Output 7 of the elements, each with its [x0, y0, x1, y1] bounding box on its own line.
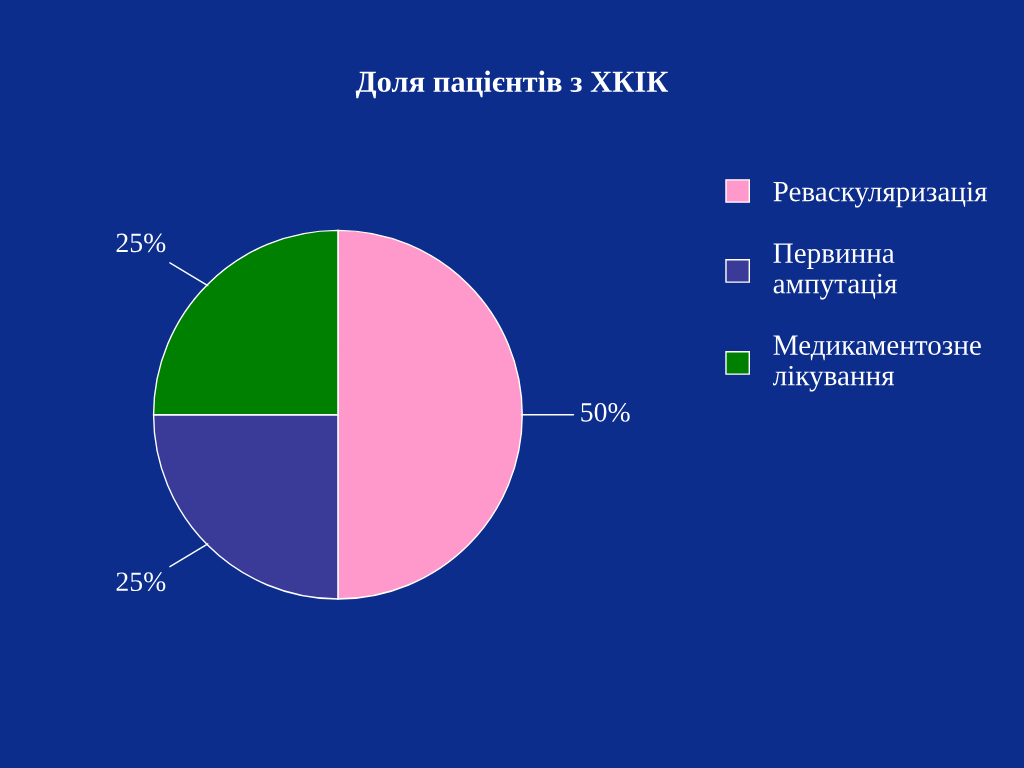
data-label: 50% [581, 402, 630, 422]
legend-label: Первинна ампутація [773, 243, 897, 300]
data-label: 25% [116, 233, 166, 253]
legend-label: Медикаментозне лікування [772, 335, 981, 392]
legend-label: Реваскуляризація [773, 181, 987, 208]
data-label: 25% [116, 572, 166, 592]
chart-title: Доля пацієнтів з ХКІК [355, 70, 669, 99]
